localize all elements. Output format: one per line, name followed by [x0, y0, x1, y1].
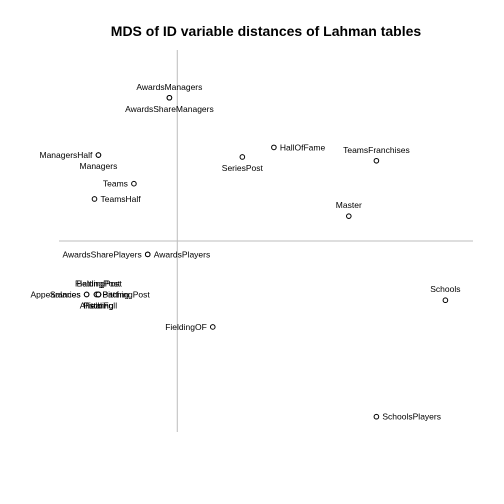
point-teams-half — [91, 196, 98, 202]
point-label-awards-players: AwardsPlayers — [154, 249, 211, 259]
point-allstar-full — [95, 291, 102, 298]
point-label-managers-half: ManagersHalf — [40, 150, 94, 160]
point-managers — [95, 152, 102, 158]
chart-title: MDS of ID variable distances of Lahman t… — [111, 23, 422, 39]
point-label-pitching: Pitching — [83, 300, 114, 310]
point-label-series-post: SeriesPost — [222, 163, 264, 173]
point-label-salaries: Salaries — [50, 289, 81, 299]
point-label-batting-post: BattingPost — [77, 278, 121, 288]
point-label-master: Master — [336, 200, 362, 210]
point-awards-share-managers — [166, 94, 173, 101]
points-layer — [83, 94, 449, 420]
point-hall-of-fame — [271, 144, 277, 151]
point-label-managers: Managers — [80, 161, 118, 171]
point-label-pitching-post: PitchingPost — [102, 289, 150, 299]
point-label-awards-share-players: AwardsSharePlayers — [62, 249, 141, 259]
point-awards-players — [144, 251, 151, 258]
point-teams-franchises — [373, 157, 380, 164]
point-label-fielding-post: FieldingPost — [75, 278, 122, 288]
point-teams — [131, 180, 137, 187]
point-schools-players — [373, 413, 380, 420]
labels-layer: AwardsManagers AwardsShareManagers Manager… — [31, 82, 461, 422]
point-label-hall-of-fame: HallOfFame — [280, 142, 326, 152]
point-label-batting: Batting — [102, 289, 129, 299]
point-label-fielding-of: FieldingOF — [165, 322, 207, 332]
point-label-schools-players: SchoolsPlayers — [382, 412, 441, 422]
point-label-teams: Teams — [103, 179, 128, 189]
point-fielding-of — [209, 324, 216, 330]
point-label-awards-share-managers: AwardsShareManagers — [125, 104, 214, 114]
point-label-appearances: Appearances — [31, 289, 81, 299]
point-label-teams-half: TeamsHalf — [100, 194, 141, 204]
point-label-fielding: Fielding — [84, 300, 114, 310]
point-label-allstar-full: AllstarFull — [80, 300, 117, 310]
point-salaries — [83, 291, 90, 298]
point-master — [346, 213, 352, 219]
point-series-post — [239, 154, 246, 160]
point-label-awards-managers: AwardsManagers — [136, 82, 202, 92]
point-schools — [442, 297, 449, 304]
point-label-teams-franchises: TeamsFranchises — [343, 145, 410, 155]
point-label-schools: Schools — [430, 284, 460, 294]
